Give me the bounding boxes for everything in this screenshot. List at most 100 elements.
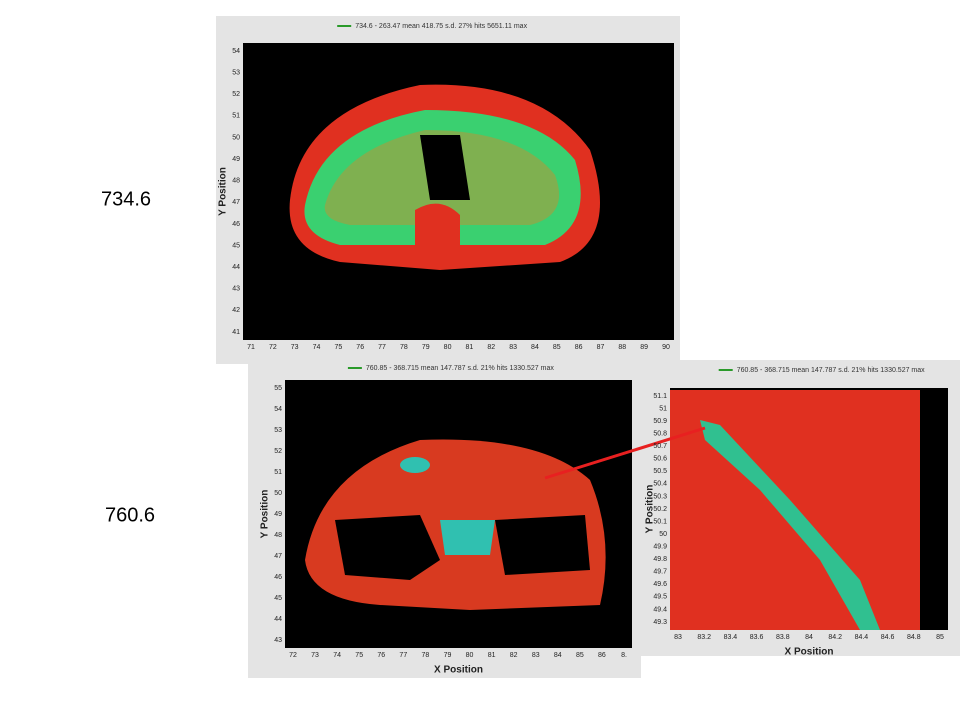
x-tick-label: 82 — [510, 652, 518, 659]
x-tick-label: 85 — [576, 652, 584, 659]
y-tick-label: 50 — [659, 531, 667, 538]
legend-text: 760.85 - 368.715 mean 147.787 s.d. 21% h… — [366, 365, 554, 372]
x-tick-label: 88 — [618, 344, 626, 351]
x-tick-label: 87 — [597, 344, 605, 351]
y-tick-label: 51 — [659, 405, 667, 412]
y-tick-label: 50.9 — [653, 418, 667, 425]
x-tick-label: 84 — [805, 634, 813, 641]
x-tick-label: 83.4 — [724, 634, 738, 641]
x-tick-label: 84.6 — [881, 634, 895, 641]
mass-label: 760.6 — [105, 504, 155, 526]
x-tick-label: 84.8 — [907, 634, 921, 641]
y-tick-label: 50.5 — [653, 468, 667, 475]
y-axis-label: Y Position — [645, 485, 656, 534]
y-tick-label: 47 — [274, 553, 282, 560]
x-tick-label: 75 — [334, 344, 342, 351]
legend-text: 734.6 - 263.47 mean 418.75 s.d. 27% hits… — [355, 23, 527, 30]
x-tick-label: 89 — [640, 344, 648, 351]
y-tick-label: 46 — [274, 574, 282, 581]
x-tick-label: 85 — [553, 344, 561, 351]
y-tick-label: 49.4 — [653, 606, 667, 613]
y-tick-label: 51 — [232, 113, 240, 120]
x-tick-label: 83.2 — [697, 634, 711, 641]
x-tick-label: 74 — [313, 344, 321, 351]
y-tick-label: 52 — [232, 91, 240, 98]
ion-image — [670, 390, 948, 630]
x-tick-label: 8. — [621, 652, 627, 659]
x-tick-label: 78 — [400, 344, 408, 351]
x-tick-label: 84.2 — [828, 634, 842, 641]
y-tick-label: 44 — [274, 616, 282, 623]
y-tick-label: 41 — [232, 329, 240, 336]
x-axis-label: X Position — [785, 647, 834, 658]
y-tick-label: 49 — [232, 156, 240, 163]
x-tick-label: 72 — [269, 344, 277, 351]
y-tick-label: 51.1 — [653, 393, 667, 400]
y-tick-label: 54 — [274, 406, 282, 413]
y-tick-label: 50 — [274, 490, 282, 497]
y-tick-label: 49 — [274, 511, 282, 518]
x-tick-label: 74 — [333, 652, 341, 659]
x-tick-label: 81 — [488, 652, 496, 659]
x-tick-label: 76 — [377, 652, 385, 659]
y-tick-label: 44 — [232, 264, 240, 271]
y-axis-label: Y Position — [260, 490, 271, 539]
y-tick-label: 49.7 — [653, 569, 667, 576]
x-tick-label: 77 — [378, 344, 386, 351]
y-tick-label: 50.7 — [653, 443, 667, 450]
mass-label: 734.6 — [101, 188, 151, 210]
y-tick-label: 45 — [274, 595, 282, 602]
y-tick-label: 53 — [232, 69, 240, 76]
y-tick-label: 50.1 — [653, 518, 667, 525]
y-tick-label: 54 — [232, 48, 240, 55]
x-tick-label: 82 — [487, 344, 495, 351]
x-tick-label: 78 — [422, 652, 430, 659]
x-tick-label: 83 — [674, 634, 682, 641]
x-tick-label: 73 — [311, 652, 319, 659]
y-tick-label: 48 — [232, 178, 240, 185]
y-tick-label: 51 — [274, 469, 282, 476]
y-tick-label: 49.8 — [653, 556, 667, 563]
x-tick-label: 85 — [936, 634, 944, 641]
y-tick-label: 49.5 — [653, 594, 667, 601]
y-tick-label: 50.6 — [653, 456, 667, 463]
y-tick-label: 43 — [274, 637, 282, 644]
y-tick-label: 46 — [232, 221, 240, 228]
x-tick-label: 84 — [554, 652, 562, 659]
x-tick-label: 80 — [466, 652, 474, 659]
x-tick-label: 90 — [662, 344, 670, 351]
y-tick-label: 50 — [232, 134, 240, 141]
x-tick-label: 72 — [289, 652, 297, 659]
x-tick-label: 76 — [356, 344, 364, 351]
y-tick-label: 52 — [274, 448, 282, 455]
y-tick-label: 43 — [232, 286, 240, 293]
x-tick-label: 86 — [598, 652, 606, 659]
y-tick-label: 45 — [232, 242, 240, 249]
y-tick-label: 48 — [274, 532, 282, 539]
y-tick-label: 55 — [274, 385, 282, 392]
x-tick-label: 84 — [531, 344, 539, 351]
x-tick-label: 83.8 — [776, 634, 790, 641]
x-tick-label: 79 — [422, 344, 430, 351]
x-tick-label: 84.4 — [855, 634, 869, 641]
y-tick-label: 47 — [232, 199, 240, 206]
x-tick-label: 79 — [444, 652, 452, 659]
x-tick-label: 73 — [291, 344, 299, 351]
y-tick-label: 50.2 — [653, 506, 667, 513]
x-tick-label: 83 — [509, 344, 517, 351]
x-tick-label: 75 — [355, 652, 363, 659]
y-axis-label: Y Position — [218, 167, 229, 216]
x-tick-label: 86 — [575, 344, 583, 351]
ion-image — [305, 439, 606, 610]
ion-image — [289, 84, 600, 271]
legend-text: 760.85 - 368.715 mean 147.787 s.d. 21% h… — [737, 367, 925, 374]
arrow — [544, 426, 706, 480]
y-tick-label: 49.3 — [653, 619, 667, 626]
x-tick-label: 71 — [247, 344, 255, 351]
x-tick-label: 77 — [399, 652, 407, 659]
x-axis-label: X Position — [434, 665, 483, 676]
y-tick-label: 53 — [274, 427, 282, 434]
y-tick-label: 50.8 — [653, 431, 667, 438]
x-tick-label: 81 — [466, 344, 474, 351]
